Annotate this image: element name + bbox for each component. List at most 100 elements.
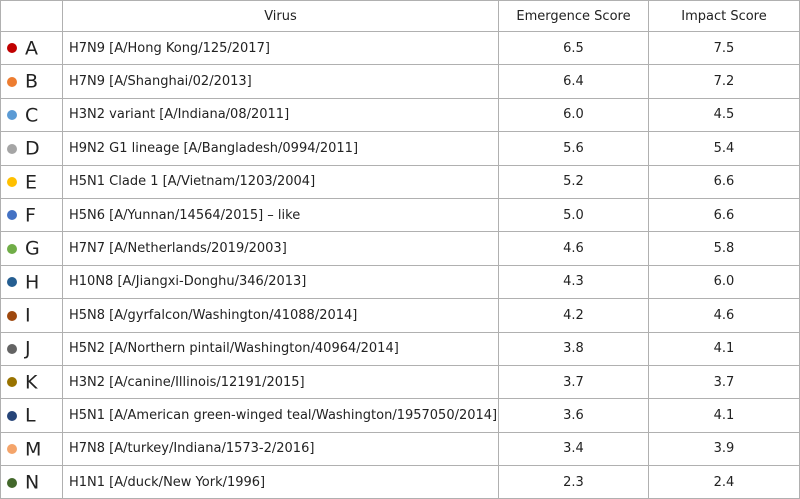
row-letter: C bbox=[25, 104, 39, 127]
emergence-cell: 3.6 bbox=[498, 398, 649, 433]
row-letter: H bbox=[25, 271, 40, 294]
color-dot bbox=[7, 243, 17, 254]
impact-cell: 6.0 bbox=[648, 264, 800, 300]
table-row: I H5N8 [A/gyrfalcon/Washington/41088/2014… bbox=[0, 298, 800, 333]
emergence-cell: 4.2 bbox=[498, 298, 649, 333]
table-row: H H10N8 [A/Jiangxi-Donghu/346/2013] 4.3 6.0 bbox=[0, 264, 800, 300]
color-dot bbox=[7, 43, 17, 54]
impact-cell: 3.9 bbox=[648, 431, 800, 467]
row-letter: J bbox=[25, 337, 31, 360]
letter-cell: A bbox=[0, 30, 63, 66]
color-dot bbox=[7, 143, 17, 154]
virus-cell: H5N1 [A/American green-winged teal/Washi… bbox=[62, 398, 499, 433]
table-row: B H7N9 [A/Shanghai/02/2013] 6.4 7.2 bbox=[0, 64, 800, 99]
virus-cell: H5N1 Clade 1 [A/Vietnam/1203/2004] bbox=[62, 164, 499, 199]
color-dot bbox=[7, 110, 17, 121]
impact-cell: 4.6 bbox=[648, 298, 800, 333]
header-cell: Emergence Score bbox=[498, 0, 649, 32]
letter-cell: K bbox=[0, 364, 63, 400]
header-cell: Virus bbox=[62, 0, 499, 32]
row-letter: E bbox=[25, 171, 38, 193]
virus-cell: H3N2 variant [A/Indiana/08/2011] bbox=[62, 97, 499, 133]
emergence-cell: 3.4 bbox=[498, 431, 649, 467]
impact-cell: 6.6 bbox=[648, 164, 800, 199]
emergence-cell: 2.3 bbox=[498, 465, 649, 499]
letter-cell: G bbox=[0, 231, 63, 266]
letter-cell: I bbox=[0, 298, 63, 333]
table-body: A H7N9 [A/Hong Kong/125/2017] 6.5 7.5 B H7N9 … bbox=[0, 30, 800, 499]
row-letter: M bbox=[25, 438, 42, 461]
emergence-cell: 6.5 bbox=[498, 30, 649, 66]
emergence-cell: 6.0 bbox=[498, 97, 649, 133]
virus-cell: H9N2 G1 lineage [A/Bangladesh/0994/2011] bbox=[62, 131, 499, 166]
color-dot bbox=[7, 76, 17, 87]
header-cell bbox=[0, 0, 63, 32]
table-row: K H3N2 [A/canine/Illinois/12191/2015] 3.7 3… bbox=[0, 364, 800, 400]
impact-cell: 7.2 bbox=[648, 64, 800, 99]
row-letter: F bbox=[25, 204, 36, 227]
header-row: Virus Emergence Score Impact Score bbox=[0, 0, 800, 32]
virus-cell: H5N2 [A/Northern pintail/Washington/4096… bbox=[62, 331, 499, 366]
emergence-cell: 6.4 bbox=[498, 64, 649, 99]
color-dot bbox=[7, 444, 17, 455]
impact-cell: 2.4 bbox=[648, 465, 800, 499]
letter-cell: N bbox=[0, 465, 63, 499]
color-dot bbox=[7, 410, 17, 421]
row-letter: K bbox=[25, 371, 38, 394]
color-dot bbox=[7, 310, 17, 321]
table-row: E H5N1 Clade 1 [A/Vietnam/1203/2004] 5.2 6.… bbox=[0, 164, 800, 199]
table-row: J H5N2 [A/Northern pintail/Washington/409… bbox=[0, 331, 800, 366]
virus-cell: H3N2 [A/canine/Illinois/12191/2015] bbox=[62, 364, 499, 400]
virus-cell: H5N6 [A/Yunnan/14564/2015] – like bbox=[62, 197, 499, 233]
virus-cell: H7N8 [A/turkey/Indiana/1573-2/2016] bbox=[62, 431, 499, 467]
emergence-cell: 3.8 bbox=[498, 331, 649, 366]
table-row: C H3N2 variant [A/Indiana/08/2011] 6.0 4.5 bbox=[0, 97, 800, 133]
letter-cell: E bbox=[0, 164, 63, 199]
impact-cell: 4.5 bbox=[648, 97, 800, 133]
impact-cell: 4.1 bbox=[648, 398, 800, 433]
row-letter: G bbox=[25, 237, 40, 260]
row-letter: A bbox=[25, 37, 38, 60]
virus-cell: H5N8 [A/gyrfalcon/Washington/41088/2014] bbox=[62, 298, 499, 333]
color-dot bbox=[7, 210, 17, 221]
letter-cell: H bbox=[0, 264, 63, 300]
virus-cell: H7N7 [A/Netherlands/2019/2003] bbox=[62, 231, 499, 266]
impact-cell: 5.8 bbox=[648, 231, 800, 266]
impact-cell: 4.1 bbox=[648, 331, 800, 366]
row-letter: B bbox=[25, 70, 39, 93]
letter-cell: D bbox=[0, 131, 63, 166]
table-row: M H7N8 [A/turkey/Indiana/1573-2/2016] 3.4 3… bbox=[0, 431, 800, 467]
table-row: F H5N6 [A/Yunnan/14564/2015] – like 5.0 6.6 bbox=[0, 197, 800, 233]
emergence-cell: 3.7 bbox=[498, 364, 649, 400]
letter-cell: C bbox=[0, 97, 63, 133]
letter-cell: F bbox=[0, 197, 63, 233]
impact-cell: 5.4 bbox=[648, 131, 800, 166]
impact-cell: 3.7 bbox=[648, 364, 800, 400]
emergence-cell: 4.3 bbox=[498, 264, 649, 300]
emergence-cell: 5.6 bbox=[498, 131, 649, 166]
table-row: L H5N1 [A/American green-winged teal/Wash… bbox=[0, 398, 800, 433]
table-row: G H7N7 [A/Netherlands/2019/2003] 4.6 5.8 bbox=[0, 231, 800, 266]
emergence-cell: 5.0 bbox=[498, 197, 649, 233]
color-dot bbox=[7, 277, 17, 288]
table-row: A H7N9 [A/Hong Kong/125/2017] 6.5 7.5 bbox=[0, 30, 800, 66]
emergence-cell: 5.2 bbox=[498, 164, 649, 199]
letter-cell: L bbox=[0, 398, 63, 433]
color-dot bbox=[7, 477, 17, 488]
virus-cell: H7N9 [A/Shanghai/02/2013] bbox=[62, 64, 499, 99]
letter-cell: M bbox=[0, 431, 63, 467]
color-dot bbox=[7, 343, 17, 354]
virus-cell: H7N9 [A/Hong Kong/125/2017] bbox=[62, 30, 499, 66]
row-letter: N bbox=[25, 471, 40, 494]
color-dot bbox=[7, 377, 17, 388]
header-cell: Impact Score bbox=[648, 0, 800, 32]
virus-cell: H10N8 [A/Jiangxi-Donghu/346/2013] bbox=[62, 264, 499, 300]
row-letter: L bbox=[25, 404, 36, 427]
emergence-cell: 4.6 bbox=[498, 231, 649, 266]
table-row: D H9N2 G1 lineage [A/Bangladesh/0994/2011… bbox=[0, 131, 800, 166]
row-letter: I bbox=[25, 304, 31, 327]
table-row: N H1N1 [A/duck/New York/1996] 2.3 2.4 bbox=[0, 465, 800, 499]
virus-cell: H1N1 [A/duck/New York/1996] bbox=[62, 465, 499, 499]
